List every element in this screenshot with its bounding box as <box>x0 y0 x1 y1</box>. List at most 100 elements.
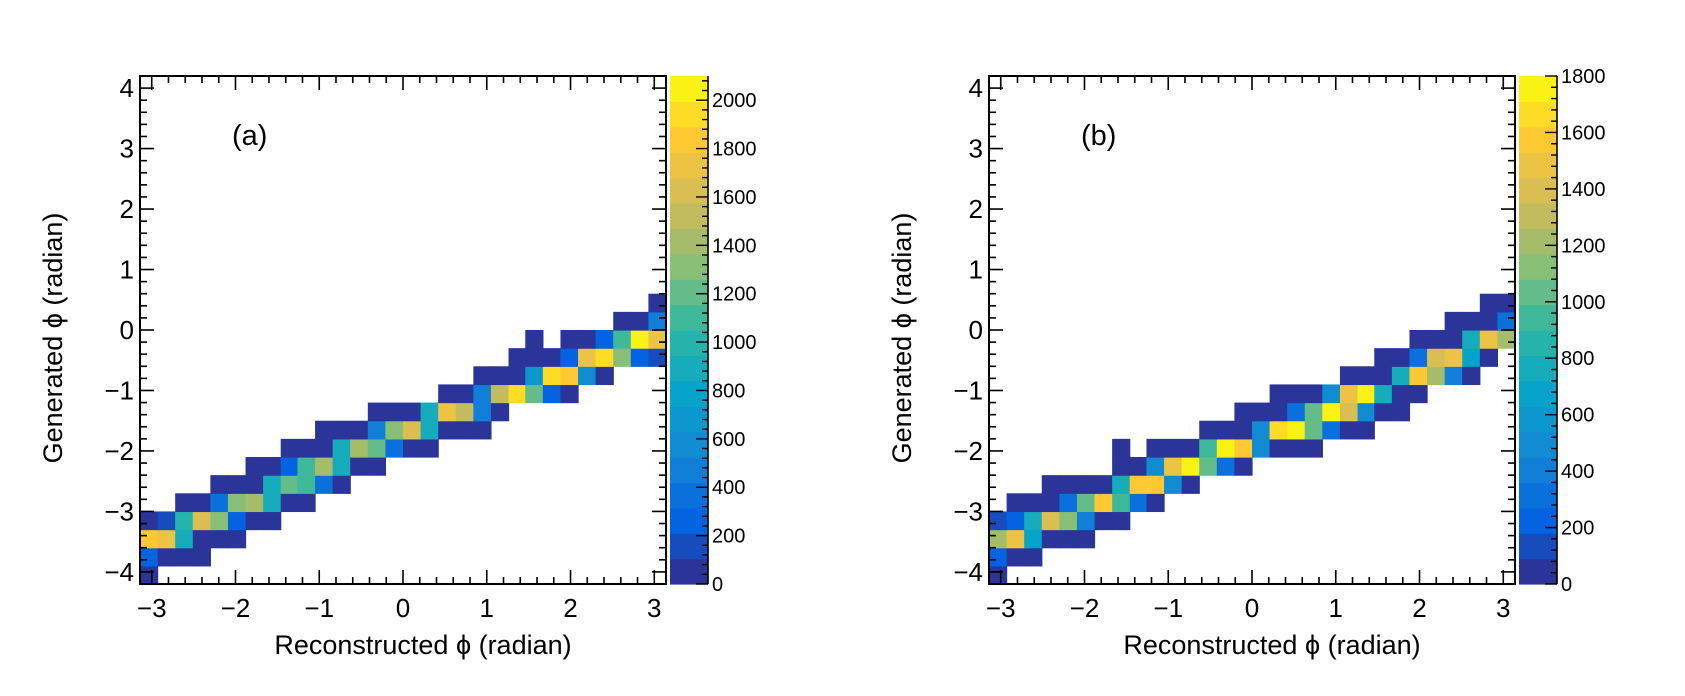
heatmap-cell <box>315 438 334 458</box>
heatmap-cell <box>1269 438 1288 458</box>
heatmap-cell <box>438 384 457 404</box>
heatmap-cell <box>542 348 562 367</box>
colorbar-step <box>670 304 708 331</box>
heatmap-cell <box>157 529 176 549</box>
heatmap-cell <box>1357 402 1375 422</box>
plot-frame <box>139 75 667 585</box>
y-tick-label: 0 <box>969 315 983 345</box>
x-tick-label: 1 <box>1329 593 1343 623</box>
colorbar-tick-label: 1400 <box>712 235 757 257</box>
heatmap-cell <box>140 547 159 567</box>
heatmap-cell <box>315 475 334 494</box>
colorbar-step <box>670 330 708 356</box>
colorbar-step <box>670 507 708 534</box>
x-tick-label: 0 <box>1245 593 1259 623</box>
heatmap-cell <box>227 529 247 549</box>
y-tick-label: 1 <box>120 255 134 285</box>
heatmap-cell <box>1129 493 1148 513</box>
heatmap-cell <box>1024 529 1043 549</box>
colorbar-step <box>1519 101 1557 128</box>
heatmap-cell <box>315 457 334 476</box>
heatmap-cell <box>1444 330 1463 349</box>
y-tick-label: −4 <box>104 557 134 587</box>
colorbar-step <box>1519 431 1557 458</box>
x-tick-label: 0 <box>396 593 410 623</box>
heatmap-cell <box>1357 366 1375 386</box>
heatmap-cell <box>1287 438 1306 458</box>
heatmap-cell <box>473 366 492 386</box>
heatmap-cell <box>210 511 229 531</box>
heatmap-cell <box>403 402 422 422</box>
heatmap-cell <box>1252 402 1271 422</box>
colorbar-step <box>670 101 708 128</box>
heatmap-cell <box>420 420 439 440</box>
x-tick-label: −3 <box>986 593 1016 623</box>
plot-frame <box>988 75 1516 585</box>
y-tick-label: 2 <box>969 194 983 224</box>
heatmap-cell <box>1339 402 1359 422</box>
heatmap-cell <box>1059 475 1078 494</box>
heatmap-cell <box>560 366 579 386</box>
heatmap-cell <box>630 330 650 349</box>
heatmap-cell <box>473 384 492 404</box>
heatmap-cell <box>367 457 387 476</box>
heatmap-cell <box>1076 529 1096 549</box>
heatmap-cell <box>297 475 316 494</box>
colorbar-step <box>1519 76 1557 102</box>
heatmap-cell <box>595 366 614 386</box>
heatmap-cell <box>280 438 299 458</box>
heatmap-cell <box>140 511 159 531</box>
axis-ticks <box>989 75 1515 585</box>
heatmap-cell <box>648 330 667 349</box>
panel-label: (b) <box>1081 120 1116 152</box>
colorbar-step <box>670 228 708 255</box>
y-tick-label: −4 <box>953 557 983 587</box>
heatmap-cell <box>1006 493 1025 513</box>
heatmap-cell <box>1391 384 1411 404</box>
y-axis-title: Generated ϕ (radian) <box>38 213 68 464</box>
heatmap-cell <box>455 384 474 404</box>
colorbar-tick-label: 1800 <box>712 139 757 161</box>
heatmap-cell <box>1059 511 1078 531</box>
colorbar-tick-label: 0 <box>712 574 723 596</box>
heatmap-cell <box>525 384 544 404</box>
x-tick-label: 3 <box>1496 593 1510 623</box>
y-tick-label: −3 <box>104 496 134 526</box>
heatmap-cell <box>1059 493 1078 513</box>
colorbar-step <box>670 355 708 382</box>
y-axis-title: Generated ϕ (radian) <box>887 213 917 464</box>
heatmap-cell <box>1287 384 1306 404</box>
heatmap-cell <box>192 493 211 513</box>
colorbar-step <box>670 253 708 280</box>
heatmap-cell <box>1112 493 1131 513</box>
heatmap-cell <box>1024 493 1043 513</box>
heatmap-cell <box>455 420 474 440</box>
heatmap-cell <box>490 384 510 404</box>
heatmap-cell <box>613 348 632 367</box>
colorbar-step <box>1519 126 1557 153</box>
colorbar-tick-label: 400 <box>712 477 745 499</box>
heatmap-cell <box>1374 402 1393 422</box>
heatmap-cell <box>1146 475 1165 494</box>
colorbar-step <box>1519 457 1557 483</box>
colorbar-step <box>670 406 708 433</box>
x-tick-label: −2 <box>221 593 251 623</box>
colorbar-tick-label: 800 <box>712 380 745 402</box>
heatmap-cell <box>245 475 264 494</box>
heatmap-cell <box>245 493 264 513</box>
heatmap-cell <box>1041 511 1060 531</box>
y-tick-label: 1 <box>969 255 983 285</box>
heatmap-cell <box>227 475 247 494</box>
colorbar-tick-label: 1400 <box>1561 179 1606 201</box>
colorbar-step <box>670 558 708 585</box>
heatmap-cell <box>1304 402 1323 422</box>
heatmap-cell <box>1339 420 1359 440</box>
heatmap-cell <box>1339 384 1359 404</box>
heatmap-cell <box>1112 438 1131 458</box>
colorbar-step <box>1519 304 1557 331</box>
heatmap-cell <box>1427 348 1446 367</box>
heatmap-cell <box>245 511 264 531</box>
